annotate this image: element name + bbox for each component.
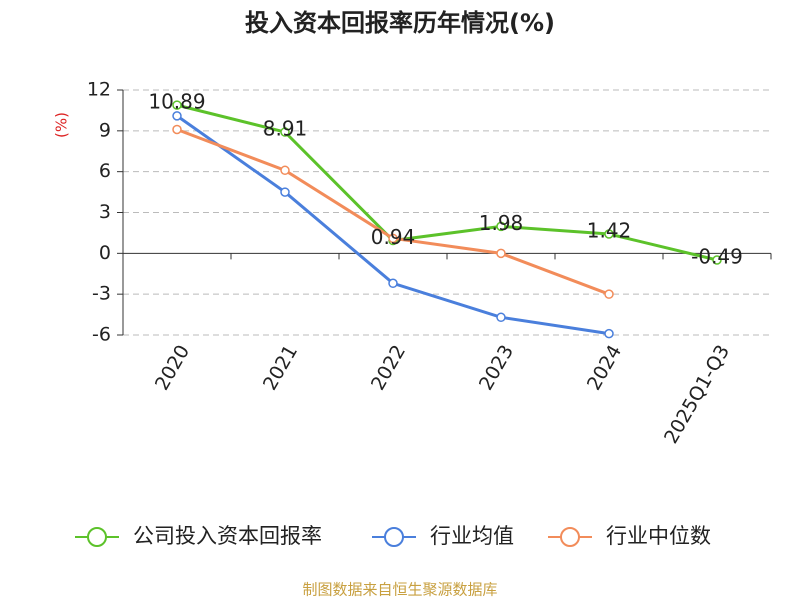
- point: [604, 289, 614, 299]
- point: [172, 124, 182, 135]
- y-tick-label: 9: [99, 119, 111, 141]
- point: [496, 248, 506, 259]
- point: [712, 255, 722, 265]
- data-label: 0.94: [371, 225, 416, 249]
- y-axis-label: (%): [53, 112, 71, 138]
- legend-marker: [560, 527, 580, 547]
- point: [172, 111, 182, 121]
- chart-title: 投入资本回报率历年情况(%): [245, 9, 555, 37]
- data-label: 1.98: [479, 211, 524, 235]
- data-label: 8.91: [263, 117, 308, 141]
- x-tick-label: 2023: [475, 341, 518, 394]
- point: [388, 278, 398, 289]
- point: [604, 229, 614, 239]
- legend-marker: [87, 527, 107, 547]
- point: [388, 233, 398, 244]
- y-tick-label: -3: [92, 283, 111, 305]
- y-tick-label: 12: [87, 79, 111, 101]
- point: [496, 312, 506, 323]
- x-tick-label: 2025Q1-Q3: [660, 341, 734, 447]
- point: [280, 187, 290, 197]
- point: [604, 328, 614, 339]
- data-label: 10.89: [148, 90, 205, 114]
- legend-marker: [384, 527, 404, 547]
- point: [280, 127, 290, 137]
- x-tick-label: 2020: [151, 341, 194, 394]
- series-line: [176, 103, 718, 262]
- y-tick-label: 3: [99, 201, 111, 223]
- y-tick-label: -6: [92, 324, 111, 346]
- data-label: 1.42: [587, 219, 632, 243]
- point: [280, 165, 290, 176]
- point: [496, 221, 506, 232]
- legend-label: 行业均值: [430, 524, 514, 548]
- legend-label: 公司投入资本回报率: [133, 524, 322, 548]
- y-tick-label: 6: [99, 160, 111, 182]
- series-line: [176, 128, 610, 296]
- x-tick-label: 2022: [367, 341, 410, 394]
- data-label: -0.49: [691, 245, 743, 269]
- x-tick-label: 2024: [583, 341, 626, 394]
- y-tick-label: 0: [99, 242, 111, 264]
- source-note: 制图数据来自恒生聚源数据库: [302, 581, 497, 599]
- point: [172, 100, 182, 110]
- legend-label: 行业中位数: [606, 524, 711, 548]
- x-tick-label: 2021: [259, 341, 302, 394]
